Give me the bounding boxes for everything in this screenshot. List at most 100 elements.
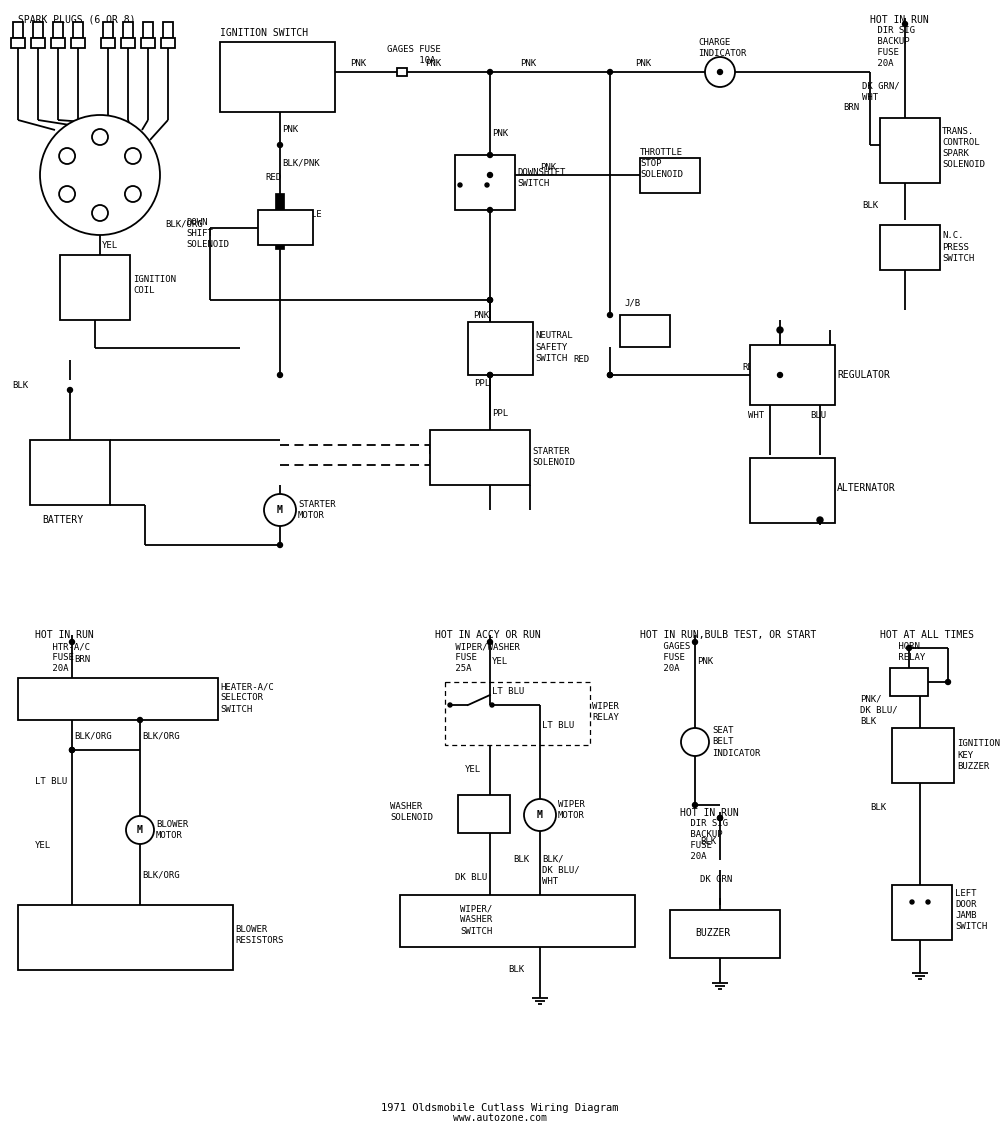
Text: PPL: PPL xyxy=(474,378,490,387)
Text: BLK: BLK xyxy=(508,965,524,974)
Text: BLK/ORG: BLK/ORG xyxy=(165,219,203,228)
Circle shape xyxy=(926,900,930,904)
Circle shape xyxy=(485,183,489,187)
Text: WIPER
MOTOR: WIPER MOTOR xyxy=(558,800,585,820)
Bar xyxy=(397,68,407,76)
Text: TRANS.
CONTROL
SPARK
SOLENOID: TRANS. CONTROL SPARK SOLENOID xyxy=(942,127,985,169)
Text: BLOWER
MOTOR: BLOWER MOTOR xyxy=(156,820,188,840)
Bar xyxy=(101,38,115,48)
Circle shape xyxy=(778,372,782,378)
Text: BLK: BLK xyxy=(870,803,886,812)
Text: HOT IN RUN: HOT IN RUN xyxy=(35,630,94,640)
Circle shape xyxy=(278,372,283,378)
Text: PNK/
DK BLU/
BLK: PNK/ DK BLU/ BLK xyxy=(860,694,898,726)
Circle shape xyxy=(488,297,492,303)
Text: LT BLU: LT BLU xyxy=(542,720,574,729)
Text: STARTER
MOTOR: STARTER MOTOR xyxy=(298,500,336,520)
Circle shape xyxy=(488,172,492,178)
Circle shape xyxy=(488,639,492,645)
Circle shape xyxy=(138,718,143,722)
Bar xyxy=(163,22,173,38)
Text: BLK/ORG: BLK/ORG xyxy=(142,731,180,740)
Text: PPL: PPL xyxy=(492,408,508,417)
Circle shape xyxy=(490,703,494,706)
Bar xyxy=(33,22,43,38)
Circle shape xyxy=(692,639,698,645)
Circle shape xyxy=(608,313,612,317)
Text: SPARK PLUGS (6 OR 8): SPARK PLUGS (6 OR 8) xyxy=(18,14,136,24)
Text: IGNITION
KEY
BUZZER: IGNITION KEY BUZZER xyxy=(957,739,1000,771)
Text: ALTERNATOR: ALTERNATOR xyxy=(837,483,896,493)
Bar xyxy=(141,38,155,48)
Text: DK GRN: DK GRN xyxy=(700,875,732,884)
Circle shape xyxy=(718,70,722,74)
Circle shape xyxy=(488,70,492,74)
Circle shape xyxy=(278,143,283,147)
Text: DK BLU: DK BLU xyxy=(455,873,487,882)
Text: M: M xyxy=(137,825,143,835)
Text: HOT IN RUN: HOT IN RUN xyxy=(680,808,739,818)
Circle shape xyxy=(278,542,283,548)
Circle shape xyxy=(817,518,823,523)
Bar xyxy=(53,22,63,38)
Circle shape xyxy=(488,372,492,378)
Bar xyxy=(892,885,952,940)
Text: DIR SIG
 BACKUP
 FUSE
 20A: DIR SIG BACKUP FUSE 20A xyxy=(685,819,728,862)
Bar xyxy=(468,322,533,375)
Circle shape xyxy=(488,372,492,378)
Bar xyxy=(143,22,153,38)
Circle shape xyxy=(488,153,492,158)
Circle shape xyxy=(70,747,74,753)
Text: NEUTRAL
SAFETY
SWITCH: NEUTRAL SAFETY SWITCH xyxy=(535,332,573,362)
Circle shape xyxy=(902,21,908,27)
Bar xyxy=(18,904,233,970)
Text: PNK: PNK xyxy=(520,60,536,69)
Text: REGULATOR: REGULATOR xyxy=(837,370,890,380)
Text: PNK: PNK xyxy=(540,162,556,171)
Text: BRN: BRN xyxy=(74,656,90,665)
Text: BUZZER: BUZZER xyxy=(695,928,730,938)
Text: 1971 Oldsmobile Cutlass Wiring Diagram: 1971 Oldsmobile Cutlass Wiring Diagram xyxy=(381,1102,619,1113)
Circle shape xyxy=(59,186,75,202)
Bar xyxy=(750,458,835,523)
Text: HOT IN RUN: HOT IN RUN xyxy=(870,15,929,25)
Text: YEL: YEL xyxy=(492,657,508,666)
Text: HORN
 RELAY: HORN RELAY xyxy=(893,642,925,663)
Text: WIPER/
WASHER
SWITCH: WIPER/ WASHER SWITCH xyxy=(460,904,492,936)
Circle shape xyxy=(692,802,698,808)
Text: DIR SIG
 BACKUP
 FUSE
 20A: DIR SIG BACKUP FUSE 20A xyxy=(872,26,915,69)
Circle shape xyxy=(524,799,556,831)
Bar xyxy=(750,345,835,405)
Text: HTR-A/C
 FUSE
 20A: HTR-A/C FUSE 20A xyxy=(47,642,90,673)
Text: BLK: BLK xyxy=(513,855,529,864)
Text: IGNITION
COIL: IGNITION COIL xyxy=(133,274,176,295)
Text: BLK: BLK xyxy=(862,200,878,209)
Text: PNK: PNK xyxy=(473,310,489,319)
Text: PNK: PNK xyxy=(635,60,651,69)
Bar xyxy=(640,158,700,194)
Text: GAGES
 FUSE
 20A: GAGES FUSE 20A xyxy=(658,642,690,673)
Text: THROTTLE
STOP
SOLENOID: THROTTLE STOP SOLENOID xyxy=(640,148,683,179)
Bar xyxy=(121,38,135,48)
Text: WHT: WHT xyxy=(748,411,764,420)
Text: PNK: PNK xyxy=(492,128,508,137)
Text: BLU: BLU xyxy=(810,411,826,420)
Bar xyxy=(455,155,515,210)
Circle shape xyxy=(125,148,141,164)
Circle shape xyxy=(126,816,154,844)
Bar xyxy=(670,910,780,958)
Bar xyxy=(430,430,530,485)
Bar xyxy=(73,22,83,38)
Text: DK GRN/
WHT: DK GRN/ WHT xyxy=(862,82,900,102)
Text: WIPER/WASHER
 FUSE
 25A: WIPER/WASHER FUSE 25A xyxy=(450,642,520,673)
Text: YEL: YEL xyxy=(35,840,51,849)
Text: BRN: BRN xyxy=(843,104,859,112)
Text: LEFT
DOOR
JAMB
SWITCH: LEFT DOOR JAMB SWITCH xyxy=(955,889,987,931)
Circle shape xyxy=(125,186,141,202)
Text: DOWN
SHIFT
SOLENOID: DOWN SHIFT SOLENOID xyxy=(186,218,229,250)
Circle shape xyxy=(718,816,722,820)
Bar xyxy=(880,118,940,183)
Text: YEL: YEL xyxy=(465,765,481,774)
Circle shape xyxy=(946,680,950,684)
Circle shape xyxy=(705,57,735,87)
